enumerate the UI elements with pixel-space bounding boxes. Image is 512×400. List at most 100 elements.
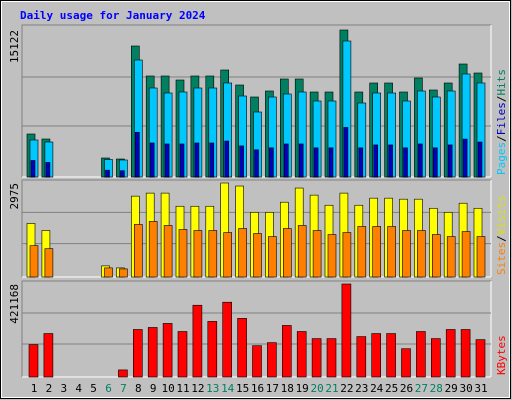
- bar: [105, 169, 110, 178]
- x-tick-label: 8: [135, 382, 142, 395]
- bar: [148, 221, 158, 278]
- x-tick-label: 7: [120, 382, 127, 395]
- bar: [328, 147, 334, 178]
- legend-separator: /: [495, 96, 508, 103]
- bar: [386, 333, 396, 378]
- bar: [343, 127, 349, 178]
- bar: [177, 331, 188, 378]
- bar: [269, 147, 274, 178]
- legend-entry: Sites: [495, 242, 508, 275]
- x-tick-label: 4: [75, 382, 82, 395]
- bar: [135, 131, 140, 178]
- bar: [147, 327, 158, 378]
- bar: [461, 231, 471, 278]
- bar: [239, 145, 244, 178]
- bar: [341, 283, 352, 378]
- legend-separator: /: [495, 235, 508, 242]
- bar: [297, 225, 307, 278]
- bar: [372, 226, 382, 278]
- bar: [416, 331, 426, 378]
- bar: [194, 142, 200, 178]
- bar: [430, 338, 441, 378]
- x-tick-label: 11: [176, 382, 189, 395]
- legend: Pages/Files/Hits: [495, 69, 508, 175]
- bar: [477, 141, 483, 178]
- bar: [44, 248, 54, 278]
- bar: [358, 147, 364, 178]
- bar: [162, 323, 173, 378]
- bar: [401, 348, 411, 378]
- bar: [418, 143, 423, 178]
- bar: [208, 230, 218, 278]
- bar: [283, 143, 289, 178]
- y-tick-label: 15122: [8, 30, 21, 63]
- bar: [403, 147, 408, 178]
- bar: [28, 344, 39, 378]
- bar: [30, 160, 36, 178]
- x-tick-label: 15: [236, 382, 249, 395]
- x-tick-label: 29: [445, 382, 458, 395]
- bar: [179, 143, 185, 178]
- x-tick-label: 17: [266, 382, 279, 395]
- legend-separator: /: [495, 135, 508, 142]
- bar: [326, 338, 337, 378]
- bar: [311, 338, 322, 378]
- bar: [402, 230, 411, 278]
- legend-entry: KBytes: [495, 335, 508, 375]
- bar: [178, 229, 188, 278]
- x-tick-label: 28: [430, 382, 443, 395]
- bar: [238, 228, 247, 278]
- x-tick-label: 25: [385, 382, 398, 395]
- legend-entry: Pages: [495, 142, 508, 175]
- bar: [475, 339, 486, 378]
- bar: [342, 232, 352, 278]
- bar: [164, 143, 170, 178]
- bar: [207, 321, 218, 378]
- bar: [192, 304, 203, 378]
- bar: [281, 325, 292, 378]
- x-tick-label: 9: [150, 382, 157, 395]
- bar: [373, 144, 379, 178]
- legend-entry: Files: [495, 102, 508, 135]
- bar: [222, 301, 232, 378]
- x-tick-label: 31: [474, 382, 487, 395]
- legend-entry: Visits: [495, 196, 508, 236]
- bar: [193, 230, 203, 278]
- bar: [267, 342, 277, 378]
- bar: [460, 329, 471, 378]
- bar: [29, 245, 39, 278]
- bar: [268, 236, 277, 278]
- x-tick-label: 18: [281, 382, 294, 395]
- x-tick-label: 22: [340, 382, 353, 395]
- x-tick-label: 27: [415, 382, 428, 395]
- x-tick-label: 19: [296, 382, 309, 395]
- legend: KBytes: [495, 335, 508, 375]
- bar: [445, 329, 456, 378]
- bar: [119, 268, 128, 278]
- bar: [282, 228, 292, 278]
- bar: [417, 230, 426, 278]
- bar: [163, 225, 173, 278]
- bar: [371, 333, 382, 378]
- bar: [446, 236, 456, 278]
- bar: [223, 232, 232, 278]
- chart-title: Daily usage for January 2024: [20, 9, 206, 22]
- x-tick-label: 16: [251, 382, 264, 395]
- bar: [296, 331, 307, 378]
- bar: [462, 138, 468, 178]
- x-tick-label: 20: [310, 382, 323, 395]
- bar: [149, 142, 155, 178]
- bar: [313, 147, 319, 178]
- bar: [447, 144, 453, 178]
- y-tick-label: 2975: [8, 183, 21, 210]
- bar: [388, 144, 393, 178]
- bar: [356, 336, 367, 378]
- x-tick-label: 26: [400, 382, 413, 395]
- bar: [476, 236, 486, 278]
- bar: [133, 329, 143, 378]
- bar: [45, 162, 51, 178]
- bar: [387, 226, 396, 278]
- x-tick-label: 10: [161, 382, 174, 395]
